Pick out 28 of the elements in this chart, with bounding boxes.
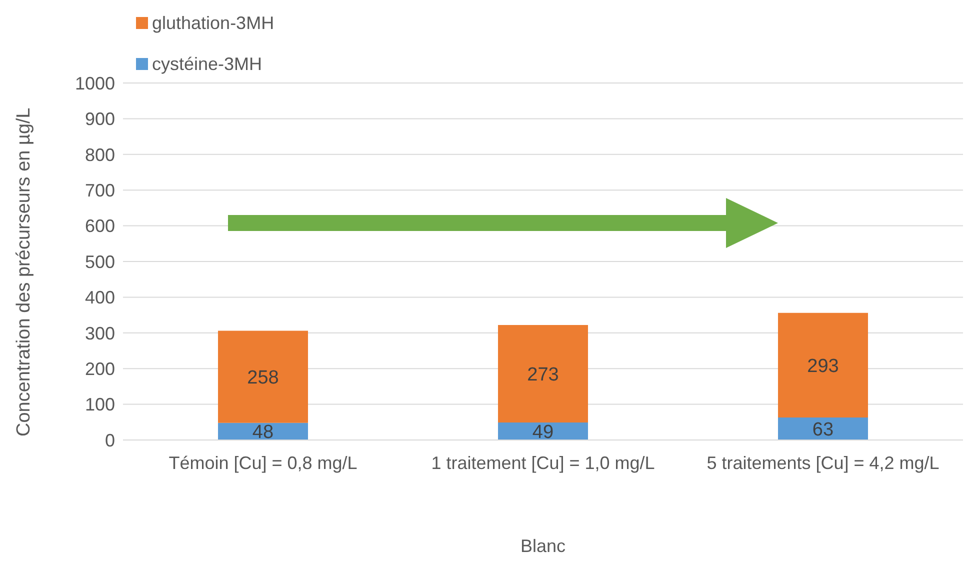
data-label: 63: [812, 420, 834, 440]
bar: [778, 312, 868, 418]
x-tick-label: Témoin [Cu] = 0,8 mg/L: [168, 452, 358, 473]
legend-label: gluthation-3MH: [152, 12, 274, 34]
y-tick-label: 900: [84, 109, 115, 130]
data-label: 293: [807, 356, 839, 377]
y-tick-label: 600: [84, 216, 115, 236]
data-label: 48: [252, 422, 274, 444]
data-label: 258: [247, 368, 279, 389]
y-tick-label: 300: [84, 323, 115, 344]
y-axis-title: Concentration des précurseurs en µg/L: [14, 108, 35, 436]
y-tick-label: 400: [84, 288, 115, 308]
legend-label: cystéine-3MH: [152, 54, 262, 74]
bar: [218, 330, 308, 423]
y-tick-label: 800: [84, 144, 115, 165]
x-tick-label: 5 traitements [Cu] = 4,2 mg/L: [706, 452, 940, 473]
bar: [778, 418, 868, 440]
y-tick-label: 700: [84, 180, 115, 200]
y-tick-label: 100: [84, 394, 115, 415]
y-tick-label: 500: [84, 252, 115, 272]
x-tick-label: 1 traitement [Cu] = 1,0 mg/L: [431, 452, 655, 473]
data-label: 49: [532, 422, 554, 443]
bar: [498, 325, 588, 423]
y-tick-label: 200: [84, 358, 115, 379]
y-tick-label: 0: [104, 430, 115, 450]
x-axis-title: Blanc: [520, 536, 566, 556]
data-label: 273: [527, 364, 559, 386]
y-tick-label: 1000: [74, 73, 115, 94]
